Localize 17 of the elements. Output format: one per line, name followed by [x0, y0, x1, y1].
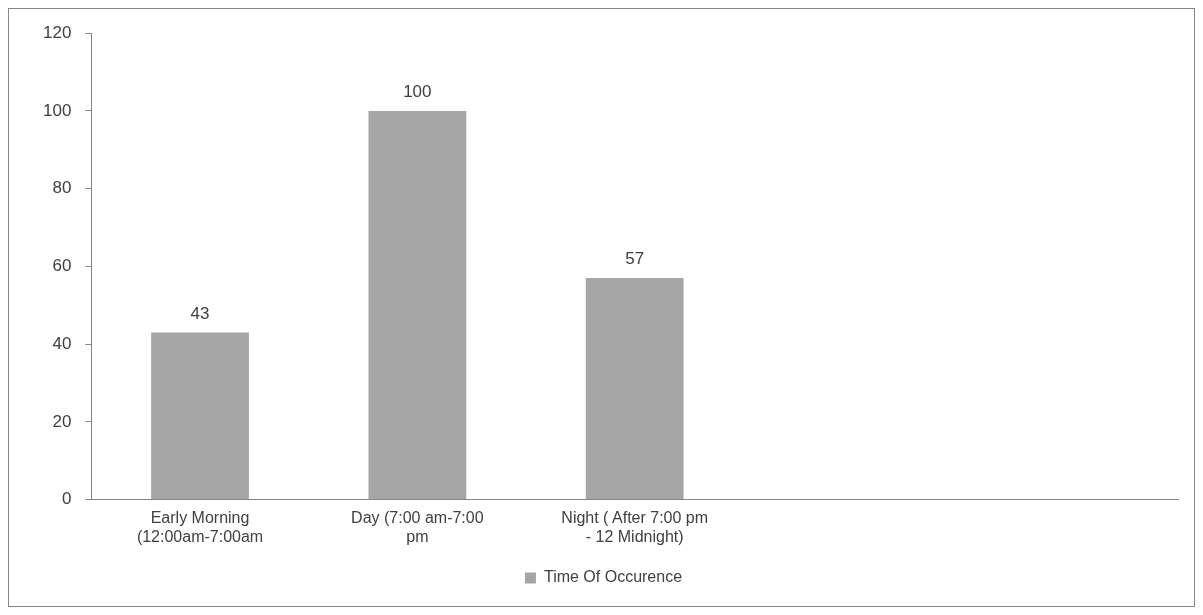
legend-label: Time Of Occurence [543, 568, 683, 586]
y-tick-label: 60 [52, 256, 72, 276]
bar [368, 110, 467, 500]
y-tick-label: 0 [61, 489, 72, 509]
x-tick-label: Day (7:00 am-7:00 pm [351, 508, 484, 545]
data-label: 43 [190, 303, 210, 323]
y-tick-label: 100 [42, 100, 72, 120]
x-tick-label: Night ( After 7:00 pm - 12 Midnight) [561, 508, 709, 545]
data-label: 100 [403, 82, 432, 102]
data-label: 57 [625, 249, 645, 269]
bar [585, 278, 684, 500]
bar [151, 332, 249, 500]
y-tick-label: 80 [52, 178, 72, 198]
y-tick-label: 20 [52, 411, 72, 431]
y-tick-label: 120 [42, 22, 72, 42]
y-tick-label: 40 [52, 333, 72, 353]
x-tick-label: Early Morning (12:00am-7:00am [136, 508, 264, 545]
